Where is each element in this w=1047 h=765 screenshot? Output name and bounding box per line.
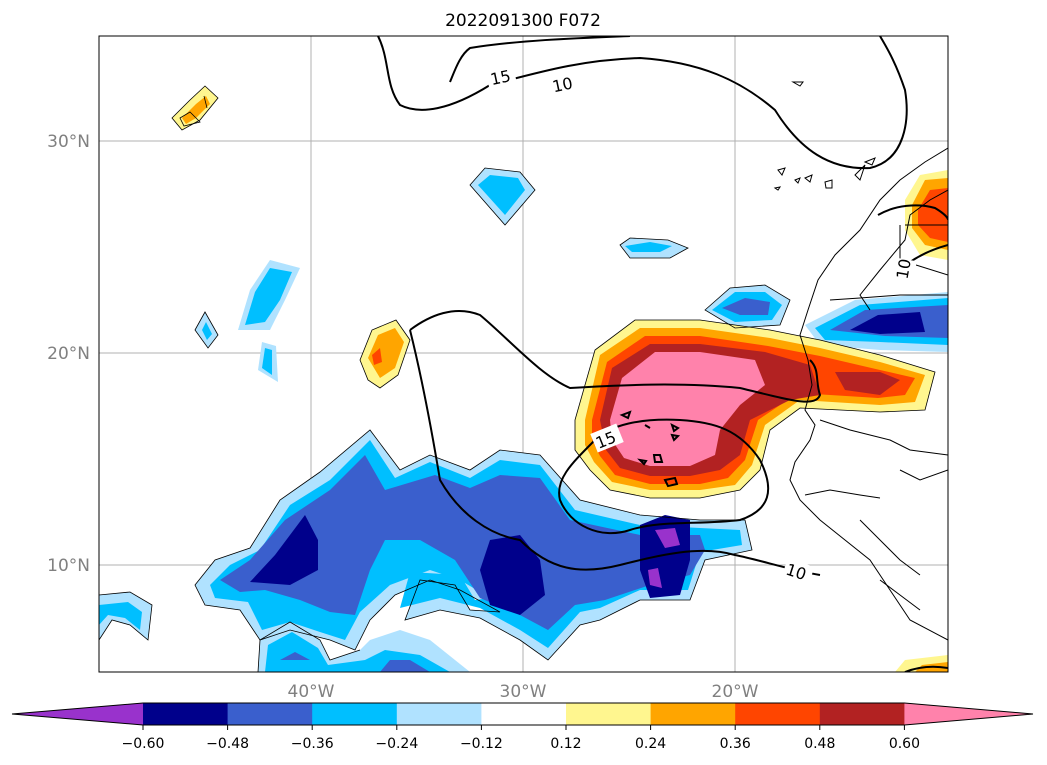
colorbar-segment <box>481 703 567 725</box>
longitude-labels: 40°W 30°W 20°W <box>288 682 759 702</box>
thick-contours <box>377 36 948 672</box>
colorbar-tick-label: 0.60 <box>889 736 920 752</box>
map-area: 15 10 15 10 10 <box>99 36 948 672</box>
map-title: 2022091300 F072 <box>445 11 601 31</box>
colorbar-segment <box>227 703 313 725</box>
colorbar-tick-label: 0.48 <box>804 736 835 752</box>
colorbar-segment <box>566 703 652 725</box>
lat-label-20n: 20°N <box>47 344 90 364</box>
colorbar-extend-min <box>12 703 143 725</box>
colorbar-tick-label: 0.36 <box>720 736 751 752</box>
lon-label-40w: 40°W <box>288 682 335 702</box>
colorbar-tick-label: −0.24 <box>375 736 418 752</box>
colorbar-segment <box>312 703 398 725</box>
colorbar-segment <box>650 703 736 725</box>
colorbar: −0.60 −0.48 −0.36 −0.24 −0.12 0.12 0.24 0.36 0.4… <box>11 702 1034 752</box>
colorbar-tick-label: −0.12 <box>460 736 503 752</box>
colorbar-tick-label: 0.12 <box>550 736 581 752</box>
colorbar-tick-label: −0.36 <box>291 736 334 752</box>
lat-label-30n: 30°N <box>47 132 90 152</box>
colorbar-tick-label: −0.60 <box>122 736 165 752</box>
colorbar-segment <box>735 703 821 725</box>
contour-label-10-north: 10 <box>551 73 575 96</box>
colorbar-segment <box>819 703 905 725</box>
contour-label-10-east: 10 <box>893 257 915 280</box>
positive-anomaly-region <box>172 86 948 672</box>
contour-label-15-north: 15 <box>489 66 513 89</box>
colorbar-tick-label: −0.48 <box>206 736 249 752</box>
colorbar-extend-max <box>904 703 1033 725</box>
negative-anomaly-region <box>99 168 948 672</box>
colorbar-segment <box>396 703 482 725</box>
thin-contours <box>99 85 936 672</box>
lon-label-30w: 30°W <box>500 682 547 702</box>
map-frame <box>98 35 949 673</box>
coastline <box>773 81 948 641</box>
lon-label-20w: 20°W <box>712 682 759 702</box>
colorbar-segment <box>143 703 229 725</box>
lat-label-10n: 10°N <box>47 556 90 576</box>
colorbar-tick-label: 0.24 <box>635 736 666 752</box>
contour-labels: 15 10 15 10 10 <box>485 63 917 586</box>
latitude-labels: 30°N 20°N 10°N <box>47 132 90 576</box>
